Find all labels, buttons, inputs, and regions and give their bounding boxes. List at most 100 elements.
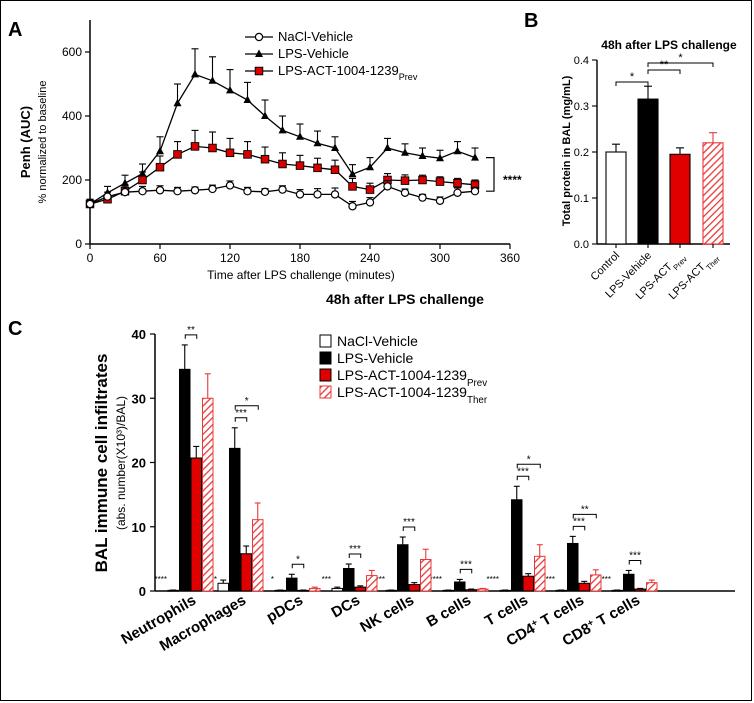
panel-label-b: B: [524, 10, 538, 32]
a-point-lps: [261, 111, 269, 119]
a-point-act: [243, 150, 252, 159]
a-point-lps: [383, 143, 392, 151]
c-bar-s2-g8: [634, 588, 646, 592]
a-point-nacl: [313, 190, 322, 199]
panel-a: 0 200 400 600 0 60 120 180 240 300 360 NaCl-Vehicle…: [62, 20, 520, 265]
a-point-act: [138, 175, 147, 185]
c-star-label: ****: [599, 575, 611, 584]
a-xlabel: Time after LPS challenge (minutes): [207, 268, 395, 282]
a-point-nacl: [278, 185, 287, 194]
c-star-label: *: [271, 575, 274, 584]
a-point-nacl: [470, 186, 480, 196]
a-point-nacl: [260, 187, 270, 197]
a-legend-label-1: LPS-Vehicle: [278, 46, 349, 61]
c-bar-s1-g5: [454, 581, 466, 592]
a-xtick-label: 180: [290, 251, 310, 265]
c-bar-s3-g6: [534, 555, 546, 592]
a-point-lps: [471, 153, 479, 161]
a-point-nacl: [243, 186, 252, 196]
c-sig-bracket: [184, 334, 198, 339]
a-point-lps: [331, 143, 339, 151]
c-ylabel-main: BAL immune cell infiltrates: [92, 354, 111, 573]
a-point-lps: [156, 146, 164, 155]
c-star-label: ***: [322, 575, 331, 584]
a-point-nacl: [453, 188, 462, 197]
a-ylabel-sub: % normalized to baseline: [37, 81, 49, 204]
a-point-nacl: [120, 187, 130, 197]
a-point-lps: [418, 151, 427, 159]
b-ytick-label: 0.3: [574, 101, 589, 113]
a-point-nacl: [418, 193, 427, 202]
c-bar-s1-g7: [567, 542, 579, 592]
c-ytick-label: 40: [132, 327, 146, 342]
c-bar-s1-g0: [179, 368, 191, 592]
b-sig-bracket: [647, 69, 681, 74]
c-sig-label: ***: [573, 516, 585, 527]
a-legend-marker: [255, 49, 263, 57]
b-sig-bracket: [647, 62, 714, 67]
a-legend-marker: [254, 32, 264, 42]
a-point-nacl: [383, 182, 392, 191]
c-star-label: ****: [373, 575, 385, 584]
a-point-lps: [366, 162, 374, 171]
a-point-act: [225, 148, 235, 158]
c-legend-swatch: [319, 351, 332, 365]
a-point-act: [155, 162, 165, 172]
a-point-act: [365, 185, 375, 194]
panel-c: 010203040*******************************…: [118, 325, 735, 655]
c-sig-label: *: [296, 554, 300, 565]
b-bar-2: [669, 153, 691, 245]
a-xtick-label: 360: [500, 251, 520, 265]
c-bar-s0-g1: [217, 582, 229, 592]
a-point-lps: [313, 138, 322, 147]
panel-b: 0.00.10.20.30.4ControlLPS-VehicleLPS-ACT…: [574, 52, 730, 304]
c-legend-swatch: [319, 385, 332, 399]
a-point-nacl: [85, 199, 95, 209]
a-point-lps: [436, 153, 444, 162]
b-bar-1: [637, 98, 659, 245]
a-point-lps: [243, 95, 252, 103]
a-point-lps: [278, 125, 287, 134]
c-sig-bracket: [348, 553, 362, 559]
c-xtick-label-2: pDCs: [264, 592, 306, 626]
c-bar-s1-g1: [229, 447, 241, 592]
c-xtick-label-4: NK cells: [357, 592, 417, 636]
c-bar-s3-g4: [420, 559, 432, 592]
b-xtick-label-3: LPS-ACTTher: [667, 249, 722, 304]
a-xtick-label: 240: [360, 251, 380, 265]
a-point-lps: [348, 169, 357, 178]
c-bar-s3-g3: [366, 575, 378, 592]
b-ytick-label: 0.1: [574, 193, 589, 205]
c-legend-label-0: NaCl-Vehicle: [337, 333, 418, 349]
b-bar-0: [605, 151, 627, 245]
c-sig-bracket: [234, 417, 248, 422]
a-sig-bracket: [486, 157, 495, 192]
c-sig-label: **: [187, 325, 195, 336]
c-sig-label: **: [581, 504, 589, 515]
c-sig-bracket: [628, 559, 642, 565]
a-ylabel-main: Penh (AUC): [18, 106, 33, 178]
c-xtick-label-1: Macrophages: [157, 592, 249, 655]
b-ytick-label: 0.4: [574, 55, 589, 67]
b-sig-label: *: [678, 52, 683, 64]
a-significance: ****: [503, 173, 522, 187]
a-point-act: [435, 177, 445, 186]
c-bar-s2-g3: [354, 586, 366, 592]
a-point-nacl: [400, 188, 410, 197]
a-xtick-label: 60: [153, 251, 167, 265]
a-point-lps: [226, 85, 234, 94]
a-ytick-label: 200: [62, 173, 82, 187]
a-point-lps: [453, 146, 462, 155]
a-point-act: [400, 176, 410, 185]
a-point-lps: [208, 76, 217, 84]
b-title: 48h after LPS challenge: [601, 38, 737, 52]
c-sig-bracket: [234, 405, 259, 410]
c-sig-label: ***: [629, 550, 641, 561]
c-bar-s2-g1: [240, 553, 252, 592]
c-xtick-label-3: DCs: [329, 592, 363, 622]
a-legend-label-0: NaCl-Vehicle: [278, 29, 353, 44]
c-bar-s3-g2: [309, 587, 321, 592]
a-point-nacl: [208, 184, 217, 194]
